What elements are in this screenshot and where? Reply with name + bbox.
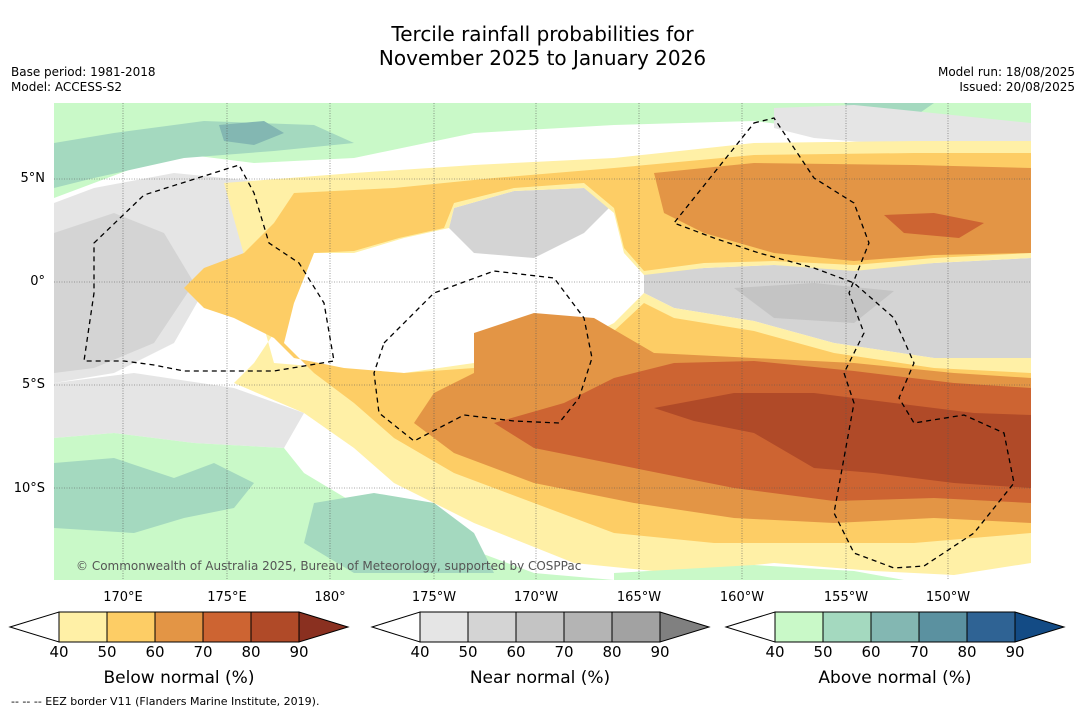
lat-label-10s: 10°S (13, 481, 45, 496)
map-svg: © Commonwealth of Australia 2025, Bureau… (54, 103, 1031, 580)
lon-label-165w: 165°W (616, 590, 662, 605)
near-normal-east-60 (734, 283, 894, 323)
near-normal-southwest (54, 373, 304, 448)
cb2-tick-90: 90 (650, 643, 670, 661)
cb1-tick-60: 60 (145, 643, 165, 661)
below-normal-70-north (884, 213, 984, 238)
model-run: Model run: 18/08/2025 (937, 65, 1075, 79)
above-normal-south-50-center (304, 493, 494, 573)
lon-label-175w: 175°W (411, 590, 457, 605)
cb3-tick-90: 90 (1005, 643, 1025, 661)
grid-lines (54, 103, 1031, 580)
cb3-tick-70: 70 (909, 643, 929, 661)
cb2-tick-40: 40 (410, 643, 430, 661)
cb3-tick-60: 60 (861, 643, 881, 661)
above-normal-south-50-west (54, 458, 254, 533)
cb1-tick-80: 80 (241, 643, 261, 661)
cb1-tick-90: 90 (289, 643, 309, 661)
above-normal-southeast (614, 565, 904, 580)
cb1-tick-40: 40 (49, 643, 69, 661)
model-name: Model: ACCESS-S2 (11, 80, 123, 94)
lon-label-170w: 170°W (513, 590, 559, 605)
colorbar-near-normal (370, 611, 711, 643)
lon-label-175e: 175°E (207, 590, 247, 605)
above-normal-north-60 (219, 121, 284, 145)
cb2-tick-70: 70 (554, 643, 574, 661)
issued-date: Issued: 20/08/2025 (959, 80, 1075, 94)
cb2-tick-50: 50 (458, 643, 478, 661)
colorbar-above-normal (724, 611, 1066, 643)
lat-label-0: 0° (30, 274, 45, 289)
lat-label-5n: 5°N (20, 171, 46, 186)
below-normal-80-south (654, 393, 1031, 488)
near-normal-center (449, 188, 614, 258)
above-normal-north-50 (54, 121, 354, 188)
cb1-tick-70: 70 (193, 643, 213, 661)
cb3-tick-80: 80 (957, 643, 977, 661)
colorbar-below-normal (8, 611, 350, 643)
title-line-2: November 2025 to January 2026 (378, 46, 707, 70)
eez-tuvalu (83, 164, 335, 372)
cb2-tick-80: 80 (602, 643, 622, 661)
cb3-tick-40: 40 (765, 643, 785, 661)
cb3-title: Above normal (%) (818, 668, 972, 688)
cb2-tick-60: 60 (506, 643, 526, 661)
probability-map: © Commonwealth of Australia 2025, Bureau… (54, 103, 1031, 580)
meta-left: Base period: 1981-2018 Model: ACCESS-S2 (11, 65, 156, 95)
cb1-title: Below normal (%) (103, 668, 255, 688)
lon-label-160w: 160°W (719, 590, 765, 605)
cb3-tick-50: 50 (813, 643, 833, 661)
lon-label-170e: 170°E (103, 590, 143, 605)
map-title: Tercile rainfall probabilities for Novem… (0, 22, 1085, 70)
lon-label-180: 180° (314, 590, 346, 605)
cb2-title: Near normal (%) (469, 668, 611, 688)
eez-kiribati-line (672, 117, 1015, 569)
meta-right: Model run: 18/08/2025 Issued: 20/08/2025 (938, 65, 1075, 95)
title-line-1: Tercile rainfall probabilities for (391, 22, 694, 46)
eez-borders (83, 117, 1015, 569)
eez-footnote: -- -- -- EEZ border V11 (Flanders Marine… (11, 695, 320, 708)
near-normal-west-50 (54, 213, 194, 373)
eez-kiribati-phoenix (373, 270, 593, 442)
cb1-tick-50: 50 (97, 643, 117, 661)
lon-label-150w: 150°W (925, 590, 971, 605)
copyright-text: © Commonwealth of Australia 2025, Bureau… (76, 559, 581, 573)
lon-label-155w: 155°W (823, 590, 869, 605)
lat-label-5s: 5°S (21, 377, 45, 392)
below-normal-60-north (654, 163, 1031, 261)
base-period: Base period: 1981-2018 (11, 65, 156, 79)
